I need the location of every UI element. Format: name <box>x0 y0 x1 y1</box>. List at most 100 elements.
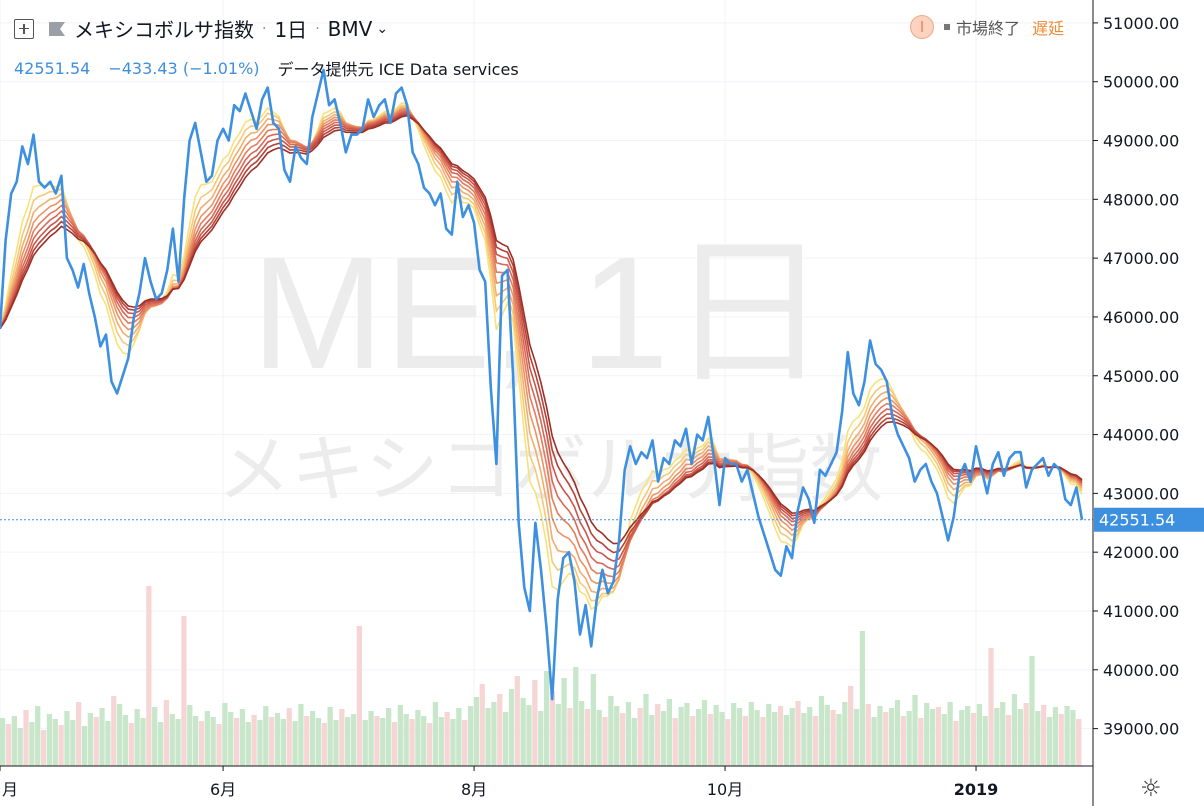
volume-bar <box>789 708 795 766</box>
volume-bar <box>549 691 556 766</box>
volume-bar <box>99 708 105 766</box>
volume-bar <box>1017 709 1023 766</box>
volume-bar <box>520 698 526 766</box>
price-change: −433.43 (−1.01%) <box>108 58 260 78</box>
volume-bar <box>257 720 263 766</box>
volume-bar <box>263 706 269 766</box>
volume-bar <box>766 704 772 766</box>
volume-bar <box>573 667 579 766</box>
volume-bar <box>216 724 222 766</box>
volume-bar <box>374 716 380 766</box>
volume-bar <box>690 716 696 766</box>
market-status[interactable]: 市場終了 遅延 <box>910 15 1064 39</box>
symbol-header: メキシコボルサ指数 · 1日 · BMV ⌄ <box>14 14 388 43</box>
price-tick-label: 41000.00 <box>1103 602 1179 621</box>
volume-bar <box>760 717 766 766</box>
volume-bar <box>865 704 871 766</box>
status-dot-icon <box>944 24 950 30</box>
volume-bar <box>52 719 58 766</box>
volume-bar <box>836 714 842 766</box>
volume-bar <box>807 707 813 766</box>
volume-bar <box>608 696 614 766</box>
volume-bar <box>204 711 210 766</box>
volume-bar <box>163 700 170 766</box>
volume-bar <box>777 706 784 766</box>
volume-bar <box>684 703 690 766</box>
volume-bar <box>970 713 977 766</box>
volume-bar <box>222 703 228 766</box>
volume-bar <box>695 709 702 766</box>
volume-bar <box>848 686 854 766</box>
volume-bar <box>64 711 70 766</box>
volume-bar <box>988 648 994 766</box>
volume-bar <box>462 720 468 766</box>
clock-icon <box>910 15 934 39</box>
volume-bar <box>888 708 895 766</box>
volume-bar <box>707 714 713 766</box>
volume-bar <box>1041 705 1047 766</box>
volume-bar <box>345 717 351 766</box>
price-tick-label: 42000.00 <box>1103 543 1179 562</box>
volume-bar <box>274 713 281 766</box>
volume-bar <box>871 717 877 766</box>
volume-bar <box>719 712 725 766</box>
volume-bar <box>953 721 959 766</box>
volume-bar <box>947 702 953 766</box>
chevron-down-icon[interactable]: ⌄ <box>376 20 389 37</box>
volume-bar <box>783 715 789 766</box>
volume-bar <box>245 722 251 766</box>
gear-icon[interactable]: ☼ <box>1140 774 1162 802</box>
volume-bar <box>579 701 585 766</box>
volume-bar <box>701 700 708 766</box>
volume-bar <box>315 718 322 766</box>
time-tick-label: 8月 <box>461 780 487 799</box>
volume-bar <box>5 724 12 766</box>
price-tick-label: 45000.00 <box>1103 367 1179 386</box>
ma-line <box>0 114 1083 545</box>
volume-bar <box>555 704 561 766</box>
volume-bar <box>146 586 152 766</box>
symbol-title[interactable]: メキシコボルサ指数 <box>74 18 254 42</box>
volume-bar <box>543 671 550 766</box>
volume-bar <box>140 718 146 766</box>
volume-bar <box>830 710 836 766</box>
price-tick-label: 46000.00 <box>1103 308 1179 327</box>
volume-bar <box>1052 707 1059 766</box>
volume-bar <box>625 702 632 766</box>
volume-bar <box>87 713 93 766</box>
volume-bar <box>742 716 749 766</box>
volume-bar <box>438 717 444 766</box>
volume-bar <box>731 703 737 766</box>
volume-bar <box>210 717 216 766</box>
exchange-label[interactable]: BMV <box>327 16 373 41</box>
volume-bar <box>228 712 234 766</box>
volume-bar <box>812 716 819 766</box>
volume-bar <box>327 707 333 766</box>
volume-bar <box>426 723 433 766</box>
interval-label[interactable]: 1日 <box>274 18 308 42</box>
volume-bar <box>859 631 865 766</box>
price-axis[interactable]: 51000.00 50000.00 49000.00 48000.00 47000.00… <box>1092 0 1179 806</box>
volume-bar <box>128 723 134 766</box>
time-axis[interactable]: 月6月8月10月20193月5月7月 <box>0 765 1204 799</box>
volume-bar <box>11 716 17 766</box>
volume-bar <box>491 702 497 766</box>
price-tick-label: 50000.00 <box>1103 73 1179 92</box>
price-tick-label: 43000.00 <box>1103 484 1179 503</box>
volume-bar <box>655 704 661 766</box>
add-symbol-icon[interactable] <box>14 18 34 39</box>
volume-bar <box>456 708 462 766</box>
volume-bar <box>1064 706 1070 766</box>
volume-bar <box>672 718 678 766</box>
volume-bar <box>333 720 339 766</box>
volume-bar <box>912 695 918 766</box>
volume-bar <box>444 712 450 766</box>
volume-bar <box>175 719 181 766</box>
volume-bar <box>35 706 41 766</box>
volume-bar <box>772 712 778 766</box>
volume-bar <box>497 694 503 766</box>
volume-bar <box>1023 703 1029 766</box>
volume-bar <box>479 684 485 766</box>
volume-bar <box>596 710 602 766</box>
